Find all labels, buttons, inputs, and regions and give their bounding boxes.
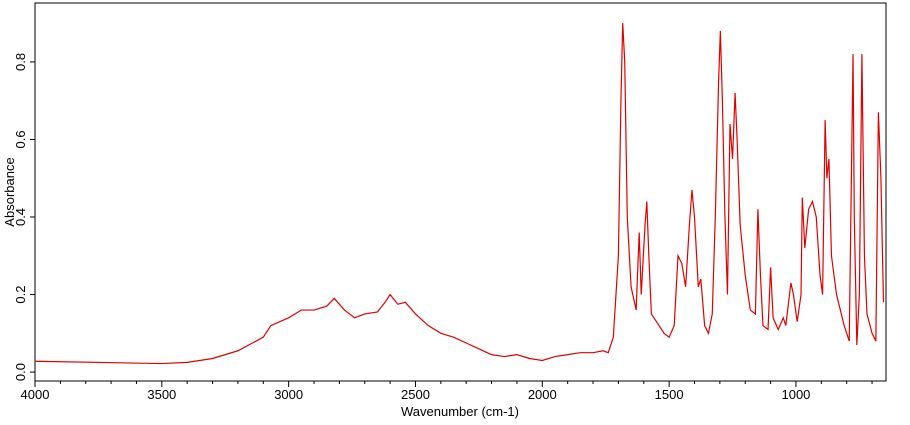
x-tick-label: 4000 <box>21 387 50 402</box>
y-tick-label: 0.8 <box>13 53 28 71</box>
y-tick-label: 0.2 <box>13 286 28 304</box>
spectrum-line <box>34 23 885 365</box>
y-tick-label: 0.6 <box>13 130 28 148</box>
x-tick-label: 3500 <box>147 387 176 402</box>
plot-frame <box>34 2 887 382</box>
x-tick-label: 1000 <box>781 387 810 402</box>
y-tick-label: 0.4 <box>13 208 28 226</box>
x-tick-label: 3000 <box>274 387 303 402</box>
y-axis-label: Absorbance <box>2 157 17 226</box>
y-tick-label: 0.0 <box>13 363 28 381</box>
x-tick-label: 1500 <box>655 387 684 402</box>
x-axis-label: Wavenumber (cm-1) <box>401 404 519 419</box>
x-tick-label: 2000 <box>528 387 557 402</box>
x-tick-label: 2500 <box>401 387 430 402</box>
